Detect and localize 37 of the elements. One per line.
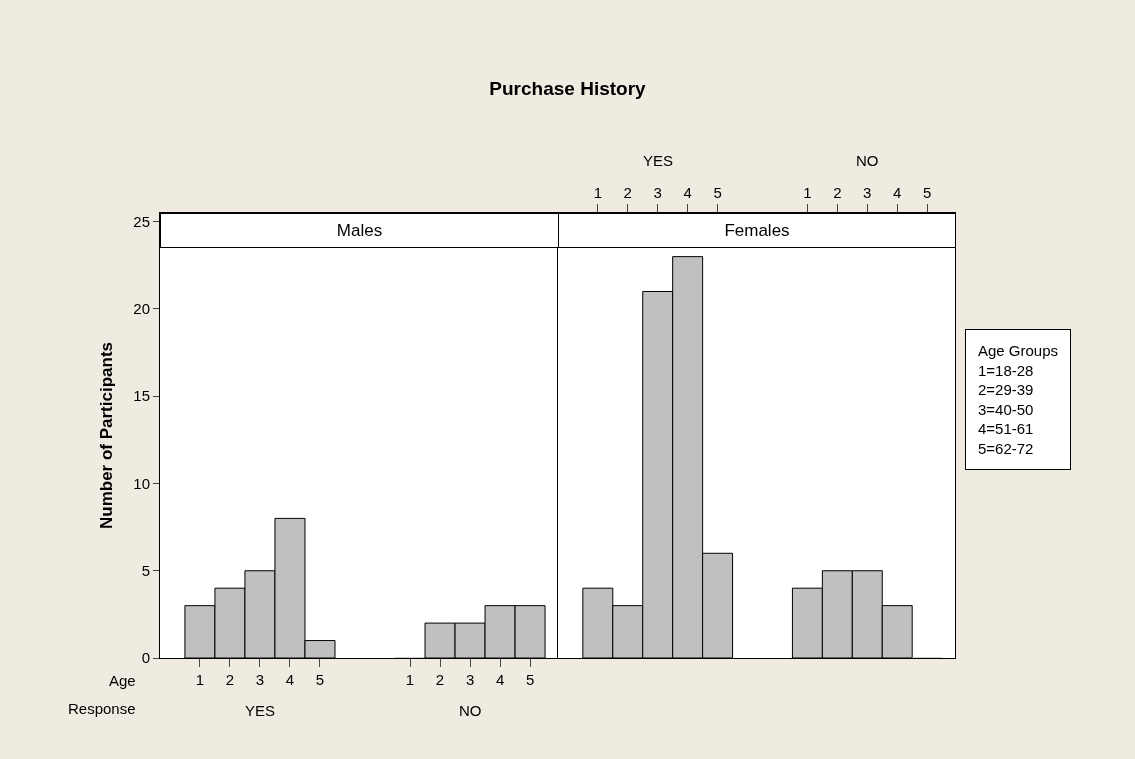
x-tick-label: 5 <box>315 671 325 688</box>
panel-header: Females <box>558 213 956 248</box>
y-tick-label: 20 <box>133 300 150 318</box>
x-tick-label: 4 <box>285 671 295 688</box>
chart-title: Purchase History <box>489 77 647 99</box>
y-tick-label: 15 <box>133 387 150 405</box>
x-tick-label: 4 <box>683 184 692 201</box>
x-tick-label: 2 <box>225 671 235 688</box>
text: Response <box>68 700 136 717</box>
x-tick-label: 5 <box>713 184 722 201</box>
y-tick-label: 10 <box>133 474 150 492</box>
x-tick-label: 2 <box>833 184 842 201</box>
text: NO <box>856 152 879 169</box>
y-tick-label: 5 <box>141 562 150 579</box>
y-axis-title: Number of Participants <box>96 341 116 530</box>
text: YES <box>643 152 674 169</box>
text: Age Groups 1=18-28 2=29-39 3=40-50 4=51-61 5=62-72 <box>978 342 1059 457</box>
x-tick-label: 3 <box>465 671 475 688</box>
x-tick-label: 3 <box>653 184 662 201</box>
x-tick-label: 1 <box>803 184 812 201</box>
y-tick-label: 25 <box>133 212 150 230</box>
x-tick-label: 2 <box>435 671 445 688</box>
x-tick-label: 1 <box>593 184 602 201</box>
x-tick-label: 3 <box>255 671 265 688</box>
x-tick-label: 5 <box>922 184 932 201</box>
x-tick-label: 4 <box>893 184 902 201</box>
x-tick-label: 1 <box>195 671 205 688</box>
text: Age <box>109 672 136 689</box>
x-tick-label: 2 <box>623 184 632 201</box>
x-tick-label: 5 <box>525 671 535 688</box>
text: YES <box>245 702 276 719</box>
y-tick-label: 0 <box>141 649 150 667</box>
panel-header: Males <box>160 213 559 248</box>
x-tick-label: 4 <box>495 671 505 688</box>
x-tick-label: 1 <box>405 671 415 688</box>
text: NO <box>459 702 482 719</box>
x-tick-label: 3 <box>863 184 872 201</box>
